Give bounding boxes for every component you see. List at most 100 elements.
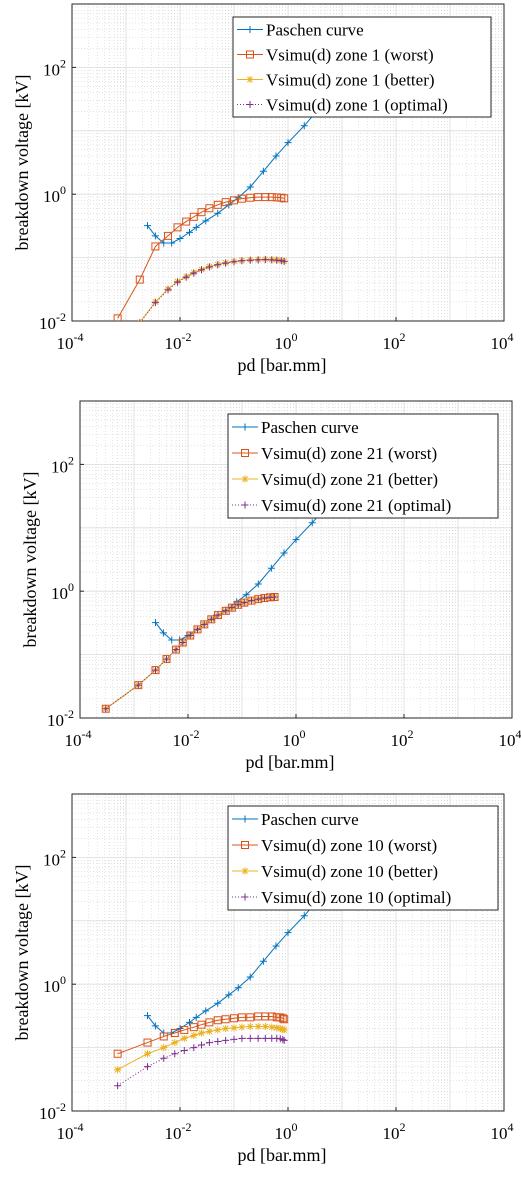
data-point [190, 1032, 198, 1040]
data-point [234, 984, 242, 992]
data-point [207, 615, 215, 623]
y-tick-label: 100 [51, 580, 74, 603]
data-point [267, 193, 276, 202]
data-point [254, 595, 262, 603]
data-point [164, 231, 173, 240]
data-point [173, 223, 182, 232]
data-point [151, 666, 159, 674]
data-point [172, 646, 180, 654]
data-point [114, 346, 121, 353]
data-point [214, 261, 222, 269]
legend-marker [241, 867, 249, 875]
data-point [230, 258, 238, 266]
x-tick-label: 10-2 [165, 1120, 192, 1143]
y-tick-label: 10-2 [39, 1100, 66, 1123]
legend-marker [241, 501, 249, 509]
data-point [280, 549, 288, 557]
data-point [205, 1018, 214, 1027]
data-point [213, 1016, 222, 1025]
data-point [197, 1020, 206, 1029]
data-point [222, 1036, 230, 1044]
data-point [159, 629, 167, 637]
data-point [280, 194, 289, 203]
x-axis-label: pd [bar.mm] [246, 752, 335, 772]
data-point [272, 942, 280, 950]
y-axis-label: breakdown voltage [kV] [12, 865, 32, 1041]
data-point [182, 217, 191, 226]
x-tick-label: 10-4 [57, 330, 84, 353]
data-point [222, 607, 230, 615]
legend: Paschen curve Vsimu(d) zone 10 (worst) Vsi… [227, 805, 499, 911]
data-point [246, 1013, 255, 1022]
data-point [225, 991, 233, 999]
data-point [230, 1035, 238, 1043]
series-3 [114, 1023, 288, 1074]
series-4 [102, 593, 279, 713]
legend-marker [241, 449, 249, 457]
data-point [176, 235, 184, 243]
data-point [268, 1023, 276, 1031]
data-point [280, 257, 288, 265]
data-point [259, 957, 267, 965]
data-point [143, 222, 151, 230]
data-point [205, 1039, 213, 1047]
data-point [280, 1036, 288, 1044]
data-point [180, 1047, 188, 1054]
data-point [205, 1027, 213, 1035]
data-point [160, 239, 168, 247]
legend-label: Vsimu(d) zone 1 (better) [266, 71, 435, 90]
data-point [197, 1029, 205, 1037]
data-point [300, 912, 308, 920]
x-tick-label: 100 [275, 330, 298, 353]
data-point [192, 223, 200, 231]
data-point [214, 209, 222, 217]
data-point [238, 257, 246, 265]
data-point [113, 314, 122, 321]
data-point [186, 228, 194, 236]
data-point [102, 705, 110, 713]
data-point [308, 519, 316, 527]
data-point [273, 256, 281, 264]
x-axis-label: pd [bar.mm] [238, 1145, 327, 1165]
legend-box [227, 805, 499, 911]
data-point [180, 1025, 189, 1034]
data-point [230, 1024, 238, 1032]
data-point [237, 1013, 246, 1022]
data-point [151, 242, 160, 251]
data-point [259, 167, 267, 175]
data-point [190, 269, 198, 277]
x-tick-label: 10-4 [57, 1120, 84, 1143]
legend-marker [241, 423, 249, 431]
data-point [261, 256, 269, 264]
data-point [238, 1034, 246, 1042]
legend: Paschen curve Vsimu(d) zone 1 (worst) Vsim… [232, 16, 492, 118]
data-point [246, 1023, 254, 1031]
data-point [238, 1023, 246, 1031]
series-2 [113, 193, 289, 321]
data-point [200, 620, 208, 628]
y-tick-label: 102 [43, 56, 66, 79]
data-point [214, 611, 222, 619]
data-point [174, 278, 182, 286]
data-point [221, 198, 230, 207]
legend-label: Vsimu(d) zone 10 (worst) [261, 836, 437, 855]
y-tick-label: 102 [43, 846, 66, 869]
data-point [143, 1012, 151, 1020]
x-tick-label: 10-2 [165, 330, 192, 353]
data-point [273, 1024, 281, 1032]
data-point [284, 139, 292, 147]
data-point [278, 1014, 287, 1023]
y-tick-label: 10-2 [39, 310, 66, 333]
data-point [182, 273, 190, 281]
data-point [242, 591, 250, 599]
data-point [151, 619, 159, 627]
data-point [160, 1054, 168, 1062]
data-point [180, 1034, 188, 1042]
data-point [151, 1022, 159, 1030]
legend-label: Vsimu(d) zone 1 (optimal) [266, 96, 448, 115]
data-point [168, 636, 176, 644]
data-point [261, 193, 270, 202]
data-point [261, 1034, 269, 1042]
